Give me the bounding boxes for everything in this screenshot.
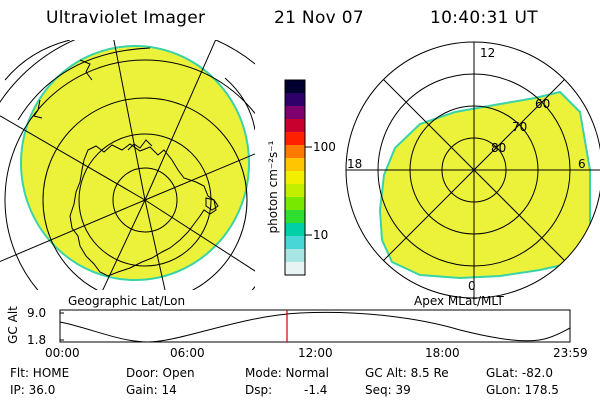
seq-readout: Seq: 39 (365, 383, 411, 397)
ytick-label-1.8: 1.8 (27, 333, 47, 347)
mlt-label-6: 6 (578, 157, 586, 171)
colorbar-segment (285, 93, 305, 107)
southern-tip-coastline (79, 59, 93, 81)
mlt-lines (346, 42, 600, 298)
xtick-label-0000: 00:00 (45, 346, 80, 360)
mode-readout: Mode: Normal (245, 366, 329, 380)
lat-circle (42, 97, 248, 290)
graticule-arc (17, 47, 151, 121)
mlat-label-70: 70 (512, 120, 528, 134)
date-readout: 21 Nov 07 (274, 8, 364, 28)
colorbar-segment (285, 184, 305, 198)
graticule-arc (224, 77, 255, 131)
colorbar-frame (284, 79, 306, 276)
colorbar-label-10: 10 (313, 228, 329, 242)
colorbar-segment (285, 210, 305, 224)
timeline-frame (59, 309, 571, 343)
colorbar-segment (285, 171, 305, 185)
graticule-arc (4, 40, 71, 81)
geographic-caption: Geographic Lat/Lon (68, 294, 186, 308)
time-readout: 10:40:31 UT (430, 8, 538, 28)
mlt-label-18: 18 (347, 157, 363, 171)
mlt-label-12: 12 (480, 46, 496, 60)
colorbar-segment (285, 119, 305, 133)
dsp-readout-value: -1.4 (304, 383, 328, 397)
xtick-label-2359: 23:59 (553, 346, 588, 360)
antarctica-coastline (69, 143, 217, 277)
ip-readout: IP: 36.0 (10, 383, 56, 397)
colorbar-label-100: 100 (313, 140, 336, 154)
left-edge-coastline (33, 99, 43, 119)
xtick-label-0600: 06:00 (170, 346, 205, 360)
colorbar-unit-label: photon cm⁻²s⁻¹ (266, 140, 280, 234)
lat-circle (4, 59, 255, 290)
uv-image-left (20, 45, 250, 281)
colorbar-segment (285, 80, 305, 94)
apex-caption: Apex MLat/MLT (414, 294, 504, 308)
xtick-label-1800: 18:00 (425, 346, 460, 360)
colorbar-segment (285, 236, 305, 250)
mlat-label-80: 80 (491, 141, 507, 155)
colorbar-segment (285, 145, 305, 159)
gain-readout: Gain: 14 (126, 383, 177, 397)
colorbar-segment (285, 262, 305, 276)
gc-alt-readout: GC Alt: 8.5 Re (365, 366, 449, 380)
island-coastline (205, 197, 219, 211)
glon-readout: GLon: 178.5 (486, 383, 559, 397)
colorbar-segment (285, 223, 305, 237)
colorbar-segment (285, 249, 305, 263)
mlat-label-60: 60 (535, 97, 551, 111)
mlt-label-0: 0 (468, 279, 476, 293)
lon-lines (0, 40, 255, 290)
glat-readout: GLat: -82.0 (486, 366, 553, 380)
lat-circle (112, 167, 178, 233)
flt-readout: Flt: HOME (10, 366, 70, 380)
colorbar-segment (285, 132, 305, 146)
lat-circle (78, 133, 212, 267)
ytick-label-9: 9.0 (27, 306, 47, 320)
colorbar-segment (285, 197, 305, 211)
xtick-label-1200: 12:00 (298, 346, 333, 360)
colorbar-segment (285, 106, 305, 120)
peninsula-coastline (127, 139, 153, 151)
timeline-ylabel: GC Alt (6, 306, 20, 344)
altitude-curve (59, 311, 571, 343)
colorbar-segment (285, 158, 305, 172)
door-readout: Door: Open (126, 366, 195, 380)
dsp-readout-label: Dsp: (245, 383, 273, 397)
instrument-title: Ultraviolet Imager (46, 8, 206, 28)
